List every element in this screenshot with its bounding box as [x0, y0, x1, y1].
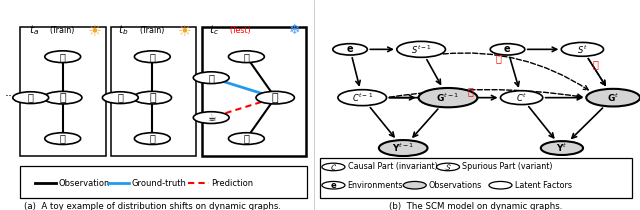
- Circle shape: [134, 133, 170, 144]
- Text: 🔧: 🔧: [495, 53, 502, 63]
- Text: ☀: ☀: [178, 23, 192, 38]
- Text: (b)  The SCM model on dynamic graphs.: (b) The SCM model on dynamic graphs.: [390, 202, 563, 210]
- Text: 👤: 👤: [60, 93, 66, 103]
- Bar: [20, 27, 106, 156]
- Bar: [202, 27, 306, 156]
- Text: $\mathbf{e}$: $\mathbf{e}$: [330, 181, 337, 190]
- Text: ❄: ❄: [289, 24, 300, 37]
- Text: (Test): (Test): [230, 26, 252, 35]
- Text: $t_a$: $t_a$: [29, 24, 39, 37]
- Circle shape: [338, 90, 387, 106]
- Circle shape: [436, 163, 460, 171]
- Text: Observations: Observations: [429, 181, 482, 190]
- Text: 👤: 👤: [272, 93, 278, 103]
- Circle shape: [489, 181, 512, 189]
- Circle shape: [228, 133, 264, 144]
- Text: Observation: Observation: [59, 179, 110, 188]
- Text: 🥤: 🥤: [28, 93, 34, 103]
- Text: 🔧: 🔧: [468, 86, 474, 96]
- Circle shape: [500, 91, 543, 105]
- Circle shape: [45, 133, 81, 144]
- Circle shape: [586, 89, 640, 106]
- Circle shape: [13, 92, 49, 104]
- Circle shape: [322, 181, 345, 189]
- Circle shape: [228, 51, 264, 63]
- Bar: [320, 158, 632, 198]
- Text: ...: ...: [4, 86, 16, 99]
- Bar: [20, 166, 307, 198]
- Text: $\mathbf{e}$: $\mathbf{e}$: [346, 44, 354, 54]
- Text: 🥤: 🥤: [117, 93, 124, 103]
- Circle shape: [134, 51, 170, 63]
- Text: 🥤: 🥤: [208, 73, 214, 83]
- Text: $t_c$: $t_c$: [209, 24, 220, 37]
- Text: 👖: 👖: [243, 134, 250, 144]
- Circle shape: [419, 88, 477, 107]
- Text: 🍦: 🍦: [60, 52, 66, 62]
- Text: 👤: 👤: [149, 93, 156, 103]
- Text: $S^{t-1}$: $S^{t-1}$: [411, 43, 431, 56]
- Circle shape: [561, 42, 604, 56]
- Circle shape: [256, 91, 294, 104]
- Text: $\mathbf{Y}^{t}$: $\mathbf{Y}^{t}$: [556, 142, 568, 154]
- Circle shape: [397, 41, 445, 57]
- Circle shape: [193, 112, 229, 123]
- Text: $t_b$: $t_b$: [118, 24, 129, 37]
- Text: $\mathbf{G}^{t}$: $\mathbf{G}^{t}$: [607, 91, 620, 104]
- Text: ☕: ☕: [207, 113, 216, 123]
- Text: (Train): (Train): [139, 26, 164, 35]
- Text: Ground-truth: Ground-truth: [131, 179, 186, 188]
- Text: Environments: Environments: [348, 181, 403, 190]
- Circle shape: [45, 51, 81, 63]
- Text: $\mathbf{e}$: $\mathbf{e}$: [504, 44, 511, 54]
- Text: 🔧: 🔧: [593, 59, 598, 69]
- Text: ☀: ☀: [88, 23, 102, 38]
- Text: 🩳: 🩳: [149, 134, 156, 144]
- Text: 👕: 👕: [60, 134, 66, 144]
- Circle shape: [102, 92, 138, 104]
- Circle shape: [379, 140, 428, 156]
- Circle shape: [403, 181, 426, 189]
- Circle shape: [44, 91, 82, 104]
- Text: Prediction: Prediction: [211, 179, 253, 188]
- Circle shape: [133, 91, 172, 104]
- Text: $\mathbf{G}^{t-1}$: $\mathbf{G}^{t-1}$: [436, 91, 460, 104]
- Text: $C^{t}$: $C^{t}$: [516, 91, 527, 104]
- Circle shape: [322, 163, 345, 171]
- Circle shape: [333, 44, 367, 55]
- Text: Latent Factors: Latent Factors: [515, 181, 572, 190]
- Text: 🧥: 🧥: [243, 52, 250, 62]
- Text: $S^{t}$: $S^{t}$: [577, 43, 588, 56]
- Text: (Train): (Train): [49, 26, 75, 35]
- Text: Causal Part (invariant): Causal Part (invariant): [348, 163, 437, 171]
- Text: 🩴: 🩴: [149, 52, 156, 62]
- Text: $\mathcal{C}$: $\mathcal{C}$: [330, 162, 337, 172]
- Circle shape: [541, 141, 583, 155]
- Text: $C^{t-1}$: $C^{t-1}$: [351, 91, 373, 104]
- Circle shape: [490, 44, 525, 55]
- Text: $\mathbf{Y}^{t-1}$: $\mathbf{Y}^{t-1}$: [392, 142, 415, 154]
- Text: Spurious Part (variant): Spurious Part (variant): [462, 163, 552, 171]
- Text: (a)  A toy example of distribution shifts on dynamic graphs.: (a) A toy example of distribution shifts…: [24, 202, 281, 210]
- Circle shape: [193, 72, 229, 84]
- Bar: [111, 27, 196, 156]
- Text: $\mathcal{S}$: $\mathcal{S}$: [444, 162, 452, 172]
